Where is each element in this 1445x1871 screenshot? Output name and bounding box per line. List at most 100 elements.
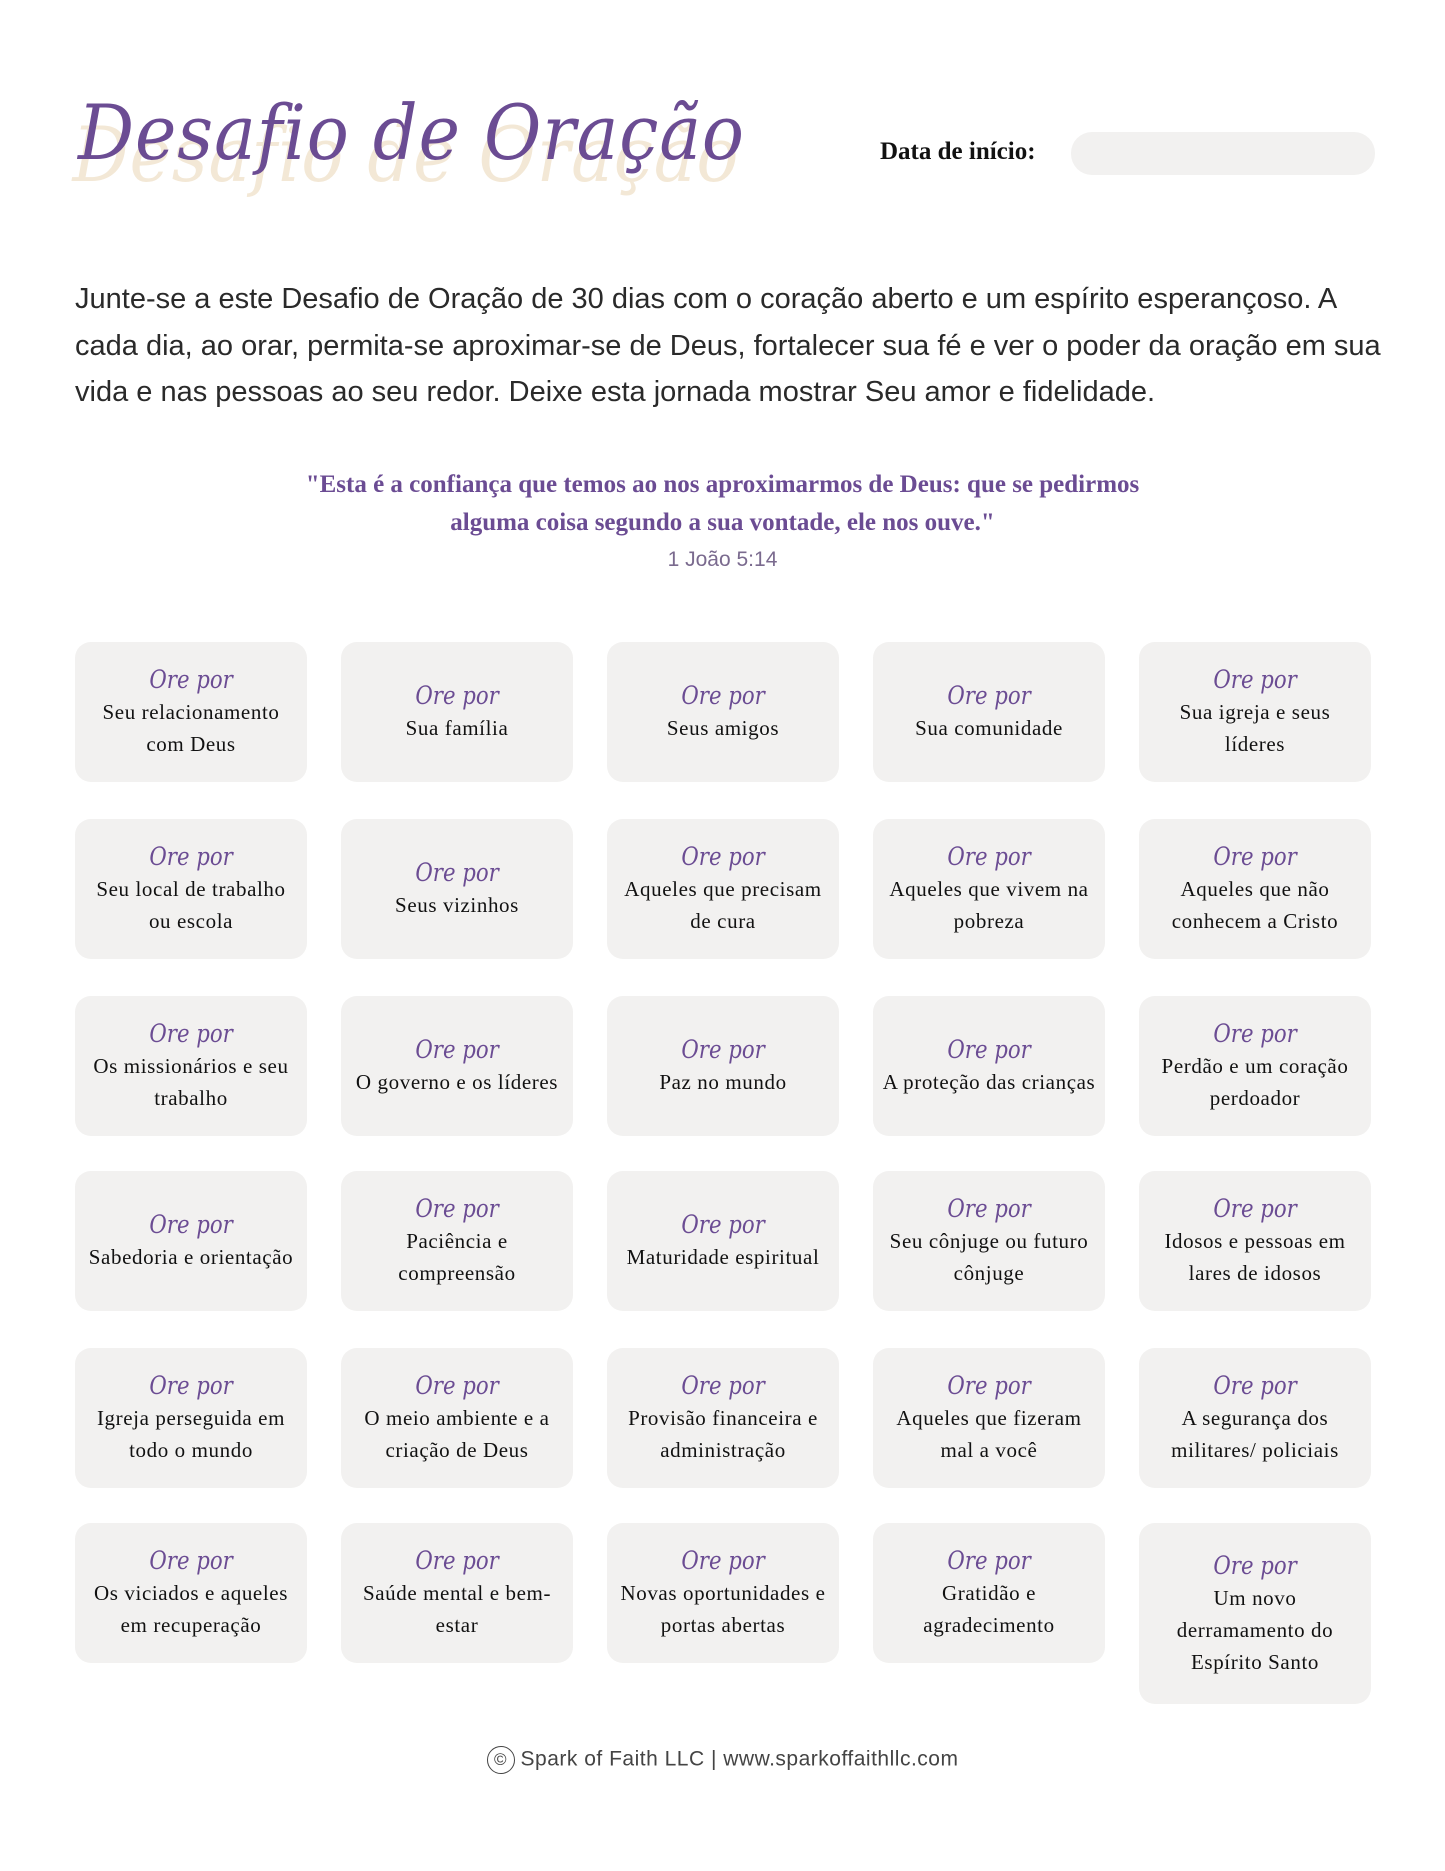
card-heading: Ore por xyxy=(681,842,765,871)
card-topic: Seu cônjuge ou futuro cônjuge xyxy=(889,1229,1089,1285)
card-topic: Aqueles que vivem na pobreza xyxy=(889,877,1089,933)
card-topic: Paciência e compreensão xyxy=(398,1229,516,1285)
card-topic: Sua família xyxy=(405,716,509,740)
page-title: Desafio de Oração xyxy=(78,88,745,177)
card-heading: Ore por xyxy=(149,1371,233,1400)
prayer-card: Ore por Paciência e compreensão xyxy=(341,1171,573,1311)
card-heading: Ore por xyxy=(947,681,1031,710)
prayer-card: Ore por Igreja perseguida em todo o mundo xyxy=(75,1348,307,1488)
prayer-card: Ore por Seu local de trabalho ou escola xyxy=(75,819,307,959)
card-topic: Igreja perseguida em todo o mundo xyxy=(96,1406,286,1462)
card-heading: Ore por xyxy=(681,1546,765,1575)
prayer-card: Ore por Os missionários e seu trabalho xyxy=(75,996,307,1136)
footer: © Spark of Faith LLC | www.sparkoffaithll… xyxy=(0,1746,1445,1774)
card-heading: Ore por xyxy=(415,1035,499,1064)
card-topic: Maturidade espiritual xyxy=(626,1245,820,1269)
card-heading: Ore por xyxy=(1213,842,1297,871)
title-block: Desafio de Oração xyxy=(78,88,744,218)
card-topic: Aqueles que precisam de cura xyxy=(624,877,822,933)
card-heading: Ore por xyxy=(681,681,765,710)
footer-text: Spark of Faith LLC | www.sparkoffaithllc… xyxy=(520,1747,959,1771)
card-topic: Aqueles que fizeram mal a você xyxy=(896,1406,1082,1462)
card-topic: Novas oportunidades e portas abertas xyxy=(620,1581,826,1637)
card-topic: A proteção das crianças xyxy=(882,1070,1096,1094)
card-topic: Paz no mundo xyxy=(659,1070,787,1094)
copyright-icon: © xyxy=(486,1746,515,1774)
card-topic: Saúde mental e bem-estar xyxy=(362,1581,552,1637)
card-topic: Sua comunidade xyxy=(915,716,1063,740)
card-topic: Seu local de trabalho ou escola xyxy=(96,877,286,933)
prayer-card: Ore por Sua comunidade xyxy=(873,642,1105,782)
start-date-input[interactable] xyxy=(1071,132,1375,175)
card-topic: Seus vizinhos xyxy=(395,893,519,917)
card-heading: Ore por xyxy=(947,842,1031,871)
prayer-card: Ore por Os viciados e aqueles em recupera… xyxy=(75,1523,307,1663)
scripture-reference: 1 João 5:14 xyxy=(667,548,778,571)
prayer-card: Ore por Provisão financeira e administraç… xyxy=(607,1348,839,1488)
card-heading: Ore por xyxy=(415,681,499,710)
card-topic: Idosos e pessoas em lares de idosos xyxy=(1164,1229,1346,1285)
prayer-card: Ore por Aqueles que precisam de cura xyxy=(607,819,839,959)
card-topic: Os viciados e aqueles em recuperação xyxy=(94,1581,288,1637)
card-heading: Ore por xyxy=(1213,1194,1297,1223)
card-topic: Gratidão e agradecimento xyxy=(923,1581,1055,1637)
card-topic: Aqueles que não conhecem a Cristo xyxy=(1171,877,1339,933)
card-heading: Ore por xyxy=(149,1546,233,1575)
card-heading: Ore por xyxy=(415,1546,499,1575)
prayer-card: Ore por Gratidão e agradecimento xyxy=(873,1523,1105,1663)
prayer-card: Ore por Aqueles que fizeram mal a você xyxy=(873,1348,1105,1488)
card-topic: Seu relacionamento com Deus xyxy=(102,700,280,756)
card-heading: Ore por xyxy=(947,1035,1031,1064)
prayer-card: Ore por A segurança dos militares/ polici… xyxy=(1139,1348,1371,1488)
card-heading: Ore por xyxy=(149,665,233,694)
prayer-card: Ore por Perdão e um coração perdoador xyxy=(1139,996,1371,1136)
prayer-card: Ore por O meio ambiente e a criação de De… xyxy=(341,1348,573,1488)
prayer-card: Ore por Sabedoria e orientação xyxy=(75,1171,307,1311)
card-heading: Ore por xyxy=(1213,1019,1297,1048)
card-heading: Ore por xyxy=(1213,1371,1297,1400)
prayer-card: Ore por Sua família xyxy=(341,642,573,782)
card-topic: Provisão financeira e administração xyxy=(628,1406,818,1462)
prayer-card: Ore por Seus amigos xyxy=(607,642,839,782)
prayer-card: Ore por Paz no mundo xyxy=(607,996,839,1136)
prayer-card: Ore por O governo e os líderes xyxy=(341,996,573,1136)
prayer-card: Ore por Um novo derramamento do Espírito … xyxy=(1139,1523,1371,1704)
prayer-card: Ore por Aqueles que não conhecem a Cristo xyxy=(1139,819,1371,959)
start-date-label: Data de início: xyxy=(880,138,1036,165)
card-heading: Ore por xyxy=(1213,1550,1297,1580)
card-topic: O meio ambiente e a criação de Deus xyxy=(364,1406,550,1462)
card-heading: Ore por xyxy=(415,858,499,887)
prayer-card: Ore por Seus vizinhos xyxy=(341,819,573,959)
prayer-card: Ore por Sua igreja e seus líderes xyxy=(1139,642,1371,782)
card-heading: Ore por xyxy=(149,842,233,871)
prayer-card: Ore por A proteção das crianças xyxy=(873,996,1105,1136)
prayer-card: Ore por Seu relacionamento com Deus xyxy=(75,642,307,782)
card-topic: Seus amigos xyxy=(666,716,780,740)
prayer-card: Ore por Novas oportunidades e portas aber… xyxy=(607,1523,839,1663)
prayer-card: Ore por Saúde mental e bem-estar xyxy=(341,1523,573,1663)
card-topic: O governo e os líderes xyxy=(355,1070,559,1094)
card-heading: Ore por xyxy=(415,1371,499,1400)
prayer-card: Ore por Aqueles que vivem na pobreza xyxy=(873,819,1105,959)
card-heading: Ore por xyxy=(681,1371,765,1400)
card-topic: Os missionários e seu trabalho xyxy=(93,1054,289,1110)
card-heading: Ore por xyxy=(149,1210,233,1239)
card-heading: Ore por xyxy=(149,1019,233,1048)
prayer-card: Ore por Seu cônjuge ou futuro cônjuge xyxy=(873,1171,1105,1311)
card-topic: Sabedoria e orientação xyxy=(88,1245,294,1269)
card-heading: Ore por xyxy=(947,1546,1031,1575)
scripture-quote: "Esta é a confiança que temos ao nos apr… xyxy=(305,471,1140,536)
card-topic: Perdão e um coração perdoador xyxy=(1161,1054,1349,1110)
card-heading: Ore por xyxy=(947,1371,1031,1400)
card-topic: A segurança dos militares/ policiais xyxy=(1171,1406,1339,1462)
card-heading: Ore por xyxy=(415,1194,499,1223)
card-heading: Ore por xyxy=(681,1035,765,1064)
prayer-card: Ore por Idosos e pessoas em lares de idos… xyxy=(1139,1171,1371,1311)
card-heading: Ore por xyxy=(1213,665,1297,694)
intro-paragraph: Junte-se a este Desafio de Oração de 30 … xyxy=(75,283,1381,408)
prayer-card: Ore por Maturidade espiritual xyxy=(607,1171,839,1311)
card-topic: Um novo derramamento do Espírito Santo xyxy=(1176,1585,1334,1674)
card-topic: Sua igreja e seus líderes xyxy=(1179,700,1331,756)
card-heading: Ore por xyxy=(947,1194,1031,1223)
card-heading: Ore por xyxy=(681,1210,765,1239)
